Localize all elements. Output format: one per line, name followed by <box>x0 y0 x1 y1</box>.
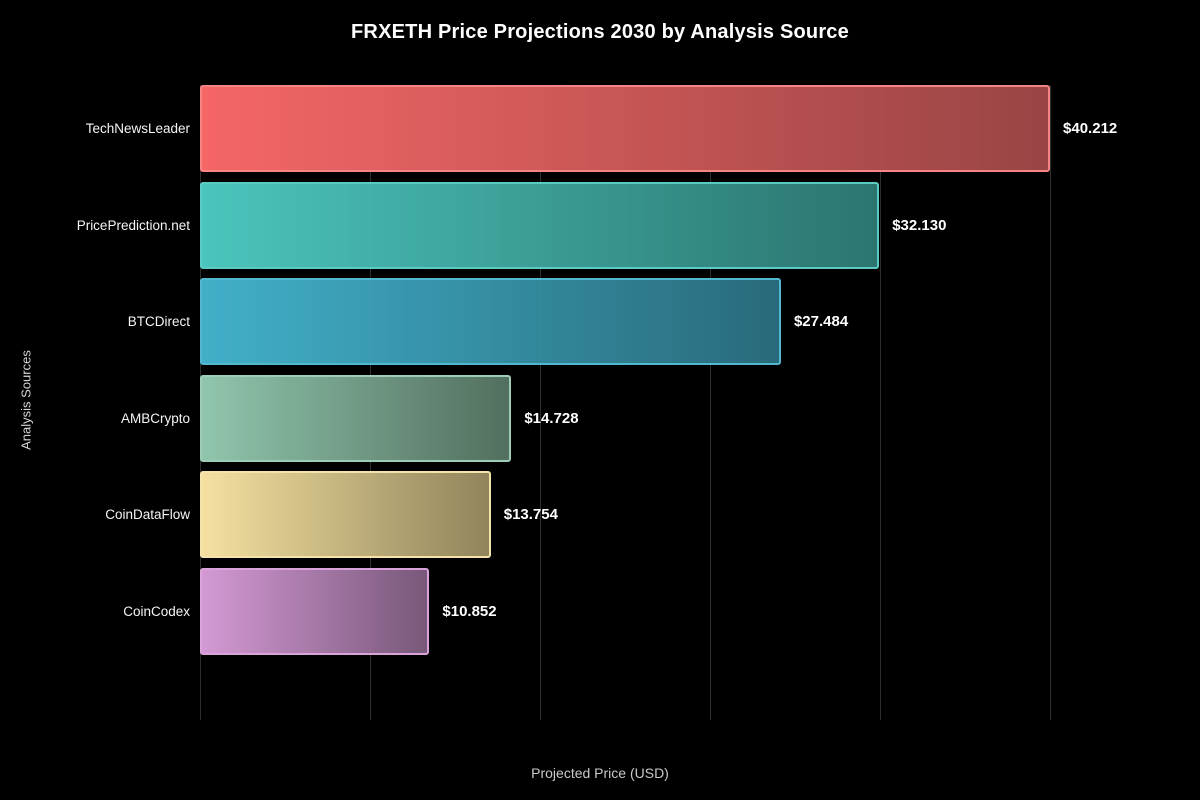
gridline <box>710 85 712 720</box>
category-label-technewsleader: TechNewsLeader <box>85 121 190 136</box>
bar-ambcrypto <box>200 374 512 462</box>
value-label-coindataflow: $13.754 <box>503 506 558 524</box>
bar-btcdirect <box>200 278 781 366</box>
bar-priceprediction-net <box>200 181 880 269</box>
gridline <box>1050 85 1052 720</box>
bar-coincodex <box>200 568 430 655</box>
value-label-coincodex: $10.852 <box>442 603 497 620</box>
bar-technewsleader <box>200 85 1051 172</box>
chart-title: FRXETH Price Projections 2030 by Analysi… <box>351 21 849 43</box>
value-label-technewsleader: $40.212 <box>1063 120 1118 137</box>
value-label-ambcrypto: $14.728 <box>524 409 579 427</box>
bar-coindataflow <box>200 471 491 559</box>
category-axis: TechNewsLeader PricePrediction.net BTCDire… <box>0 85 190 720</box>
value-label-btcdirect: $27.484 <box>793 313 849 331</box>
x-axis-label: Projected Price (USD) <box>531 765 669 781</box>
value-label-priceprediction-net: $32.130 <box>892 216 947 234</box>
category-label-coindataflow: CoinDataFlow <box>105 507 190 523</box>
category-label-priceprediction-net: PricePrediction.net <box>76 217 190 233</box>
category-label-btcdirect: BTCDirect <box>127 314 190 330</box>
gridline <box>540 85 542 720</box>
category-label-ambcrypto: AMBCrypto <box>120 410 190 426</box>
category-label-coincodex: CoinCodex <box>123 604 190 619</box>
plot-area: $40.212 $32.130 $27.484 $14.728 $13.754 $10.8… <box>200 85 1160 720</box>
gridline <box>880 85 882 720</box>
